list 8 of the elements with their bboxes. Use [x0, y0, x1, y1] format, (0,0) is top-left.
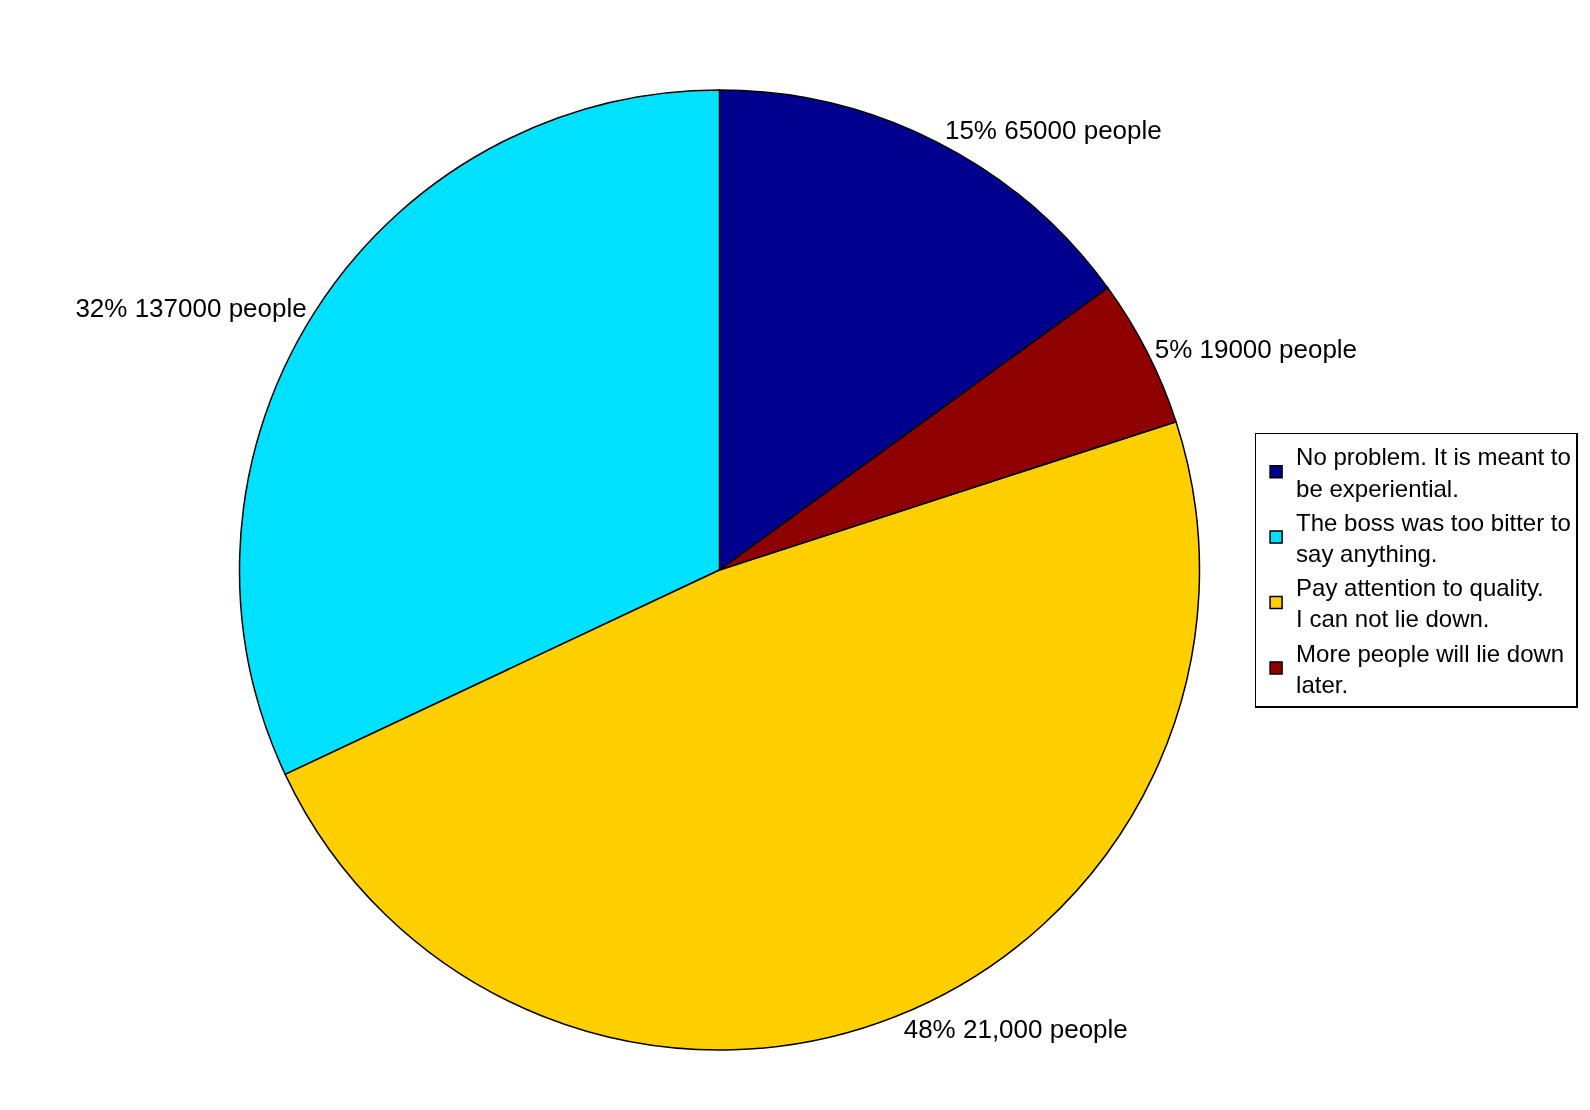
legend-label: Pay attention to quality. I can not lie down. — [1296, 574, 1544, 633]
data-label: 15% 65000 people — [944, 115, 1162, 146]
legend-label: No problem. It is meant to be experiential. — [1296, 443, 1571, 502]
legend-label: More people will lie down later. — [1296, 639, 1565, 698]
data-label: 48% 21,000 people — [903, 1014, 1128, 1045]
data-label: 32% 137000 people — [75, 293, 307, 324]
legend-label: The boss was too bitter to say anything. — [1296, 508, 1571, 568]
data-label: 5% 19000 people — [1154, 333, 1358, 364]
